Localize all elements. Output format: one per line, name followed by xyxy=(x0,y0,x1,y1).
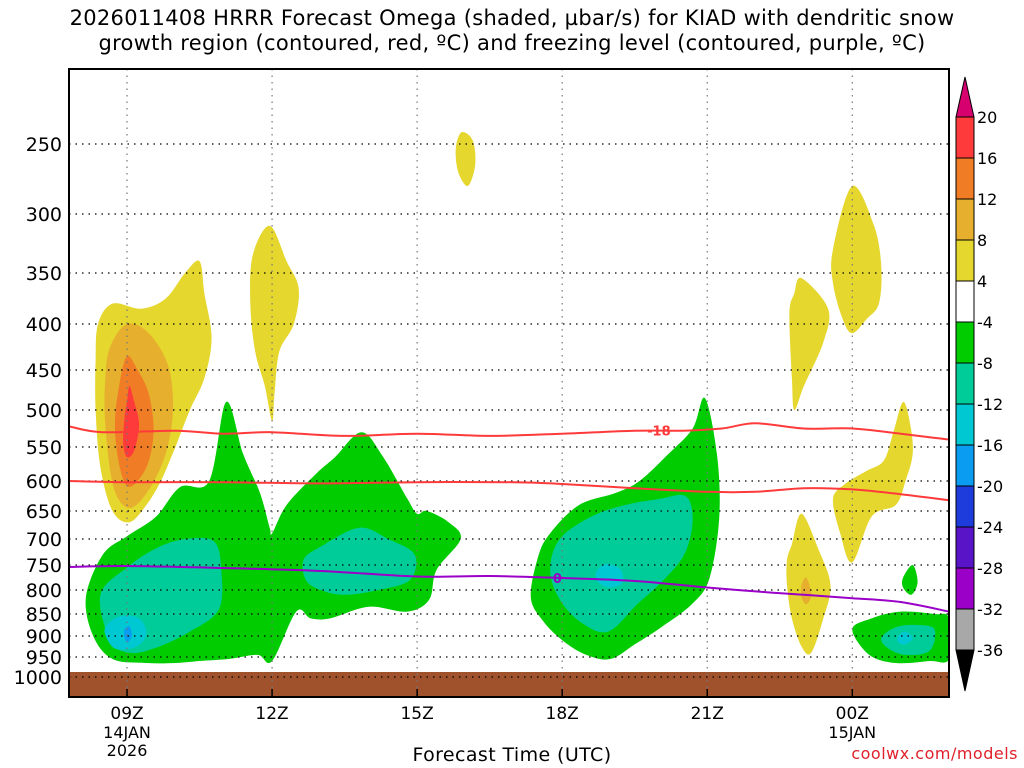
y-tick-label: 400 xyxy=(26,314,62,336)
colorbar-swatch xyxy=(955,198,975,241)
colorbar-swatch xyxy=(955,239,975,282)
colorbar-label: 16 xyxy=(977,149,997,168)
y-tick-label: 900 xyxy=(26,626,62,648)
contour-label: -18 xyxy=(647,425,671,440)
contour-line xyxy=(69,480,949,502)
x-tick-label: 09Z xyxy=(110,704,143,724)
colorbar-label: -28 xyxy=(977,559,1003,578)
omega-region-neg16 xyxy=(124,626,132,643)
omega-region-neg12 xyxy=(595,563,624,588)
y-tick-label: 500 xyxy=(26,400,62,422)
omega-region-pos4 xyxy=(250,225,299,422)
y-tick-label: 650 xyxy=(26,501,62,523)
x-tick-label: 15Z xyxy=(400,704,433,724)
omega-shading-layer xyxy=(85,131,949,664)
colorbar-swatch xyxy=(955,280,975,323)
x-tick-sublabel: 14JAN xyxy=(103,723,151,742)
colorbar-swatch xyxy=(955,362,975,405)
gridlines xyxy=(69,69,949,697)
colorbar-label: -32 xyxy=(977,600,1003,619)
colorbar-swatch xyxy=(955,608,975,651)
omega-region-neg12 xyxy=(897,631,913,645)
x-tick-sublabel: 15JAN xyxy=(828,723,876,742)
colorbar-swatch xyxy=(955,444,975,487)
y-tick-label: 300 xyxy=(26,204,62,226)
y-tick-label: 950 xyxy=(26,647,62,669)
omega-region-pos8 xyxy=(800,577,812,605)
colorbar-label: -16 xyxy=(977,436,1003,455)
colorbar-bottom-arrow xyxy=(955,649,975,692)
plot-frame xyxy=(68,68,950,698)
colorbar-swatch xyxy=(955,157,975,200)
omega-region-pos4 xyxy=(831,185,882,334)
colorbar-swatch xyxy=(955,567,975,610)
x-tick-label: 12Z xyxy=(255,704,288,724)
y-tick-label: 700 xyxy=(26,529,62,551)
colorbar-label: 8 xyxy=(977,231,987,250)
omega-region-pos4 xyxy=(832,401,913,563)
colorbar-label: 4 xyxy=(977,272,987,291)
omega-region-pos4 xyxy=(455,131,476,187)
colorbar-label: -20 xyxy=(977,477,1003,496)
chart-title: 2026011408 HRRR Forecast Omega (shaded, … xyxy=(0,6,1024,56)
x-axis-label: Forecast Time (UTC) xyxy=(412,744,612,766)
y-tick-label: 450 xyxy=(26,360,62,382)
colorbar-swatch xyxy=(955,485,975,528)
x-tick-label: 18Z xyxy=(546,704,579,724)
y-tick-label: 850 xyxy=(26,604,62,626)
omega-region-neg8 xyxy=(302,527,417,595)
colorbar-label: 20 xyxy=(977,108,997,127)
contour-line xyxy=(69,422,949,441)
omega-region-neg4 xyxy=(901,564,918,595)
chart-title-line-1: 2026011408 HRRR Forecast Omega (shaded, … xyxy=(69,6,955,30)
colorbar-top-arrow xyxy=(955,76,975,118)
colorbar-swatch xyxy=(955,321,975,364)
terrain-ground xyxy=(70,672,948,696)
colorbar: 20 16 12 8 4 -4 -8 -12 -16 -20 -24 -28 -32 -36 xyxy=(955,76,1003,692)
colorbar-label: -12 xyxy=(977,395,1003,414)
temperature-contours: -18 0 xyxy=(69,422,949,613)
colorbar-label: -4 xyxy=(977,313,993,332)
omega-region-neg8 xyxy=(550,494,693,633)
x-tick-sublabel: 2026 xyxy=(107,741,148,760)
colorbar-swatch xyxy=(955,403,975,446)
y-tick-label: 1000 xyxy=(14,667,62,689)
y-tick-label: 600 xyxy=(26,471,62,493)
x-tick-label: 21Z xyxy=(691,704,724,724)
chart-title-line-2: growth region (contoured, red, ºC) and f… xyxy=(98,31,926,55)
colorbar-swatch xyxy=(955,526,975,569)
colorbar-label: 12 xyxy=(977,190,997,209)
pressure-axis: 2503003504004505005506006507007508008509… xyxy=(14,134,62,689)
y-tick-label: 250 xyxy=(26,134,62,156)
contour-label: 0 xyxy=(553,572,562,587)
colorbar-label: -36 xyxy=(977,641,1003,660)
colorbar-label: -24 xyxy=(977,518,1003,537)
x-tick-label: 00Z xyxy=(836,704,869,724)
omega-region-pos4 xyxy=(789,277,830,411)
y-tick-label: 800 xyxy=(26,580,62,602)
y-tick-label: 750 xyxy=(26,555,62,577)
colorbar-label: -8 xyxy=(977,354,993,373)
credit-link[interactable]: coolwx.com/models xyxy=(851,744,1018,763)
y-tick-label: 550 xyxy=(26,437,62,459)
contour-line xyxy=(69,564,949,613)
colorbar-swatch xyxy=(955,116,975,159)
y-tick-label: 350 xyxy=(26,263,62,285)
